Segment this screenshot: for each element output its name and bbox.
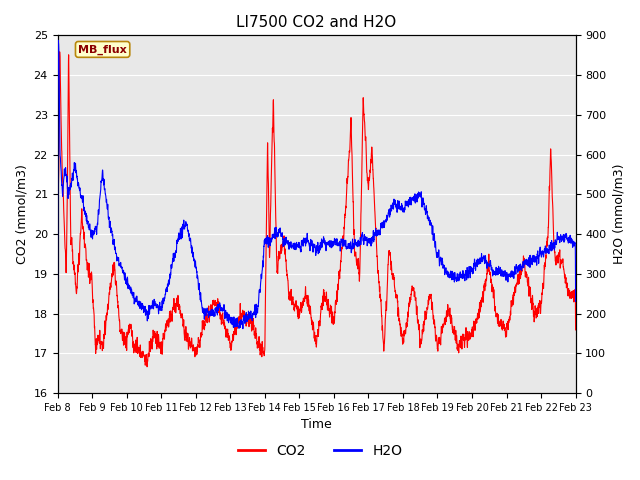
Title: LI7500 CO2 and H2O: LI7500 CO2 and H2O — [236, 15, 397, 30]
Y-axis label: CO2 (mmol/m3): CO2 (mmol/m3) — [15, 164, 28, 264]
Y-axis label: H2O (mmol/m3): H2O (mmol/m3) — [612, 164, 625, 264]
Text: MB_flux: MB_flux — [78, 44, 127, 55]
X-axis label: Time: Time — [301, 419, 332, 432]
Legend: CO2, H2O: CO2, H2O — [232, 438, 408, 464]
